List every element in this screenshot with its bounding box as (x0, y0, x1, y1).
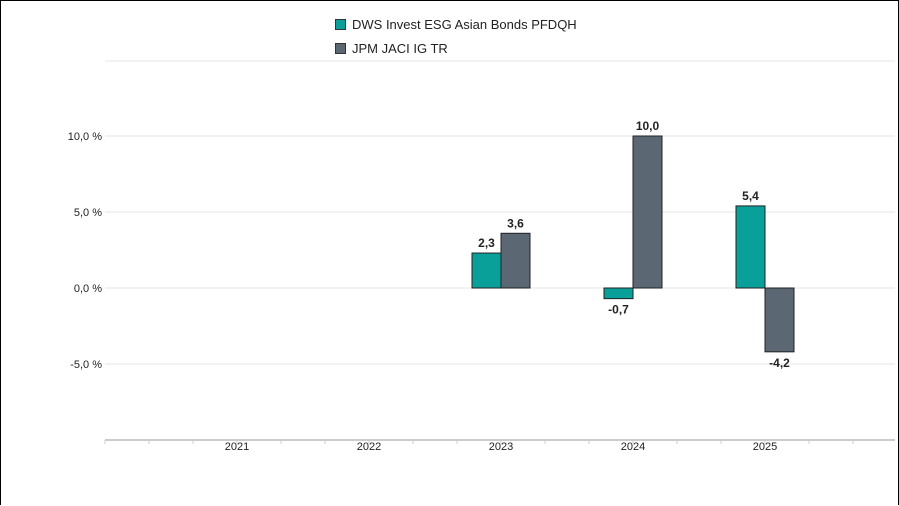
bar-dws-2025 (735, 205, 766, 289)
y-tick-label: 5,0 % (74, 207, 102, 219)
data-label: -0,7 (608, 303, 629, 317)
legend-swatch-series-2 (335, 42, 346, 54)
bar-jpm-2023 (500, 232, 531, 289)
legend-label-series-2: JPM JACI IG TR (352, 40, 448, 56)
data-label: 10,0 (636, 119, 660, 133)
legend-label-series-1: DWS Invest ESG Asian Bonds PFDQH (352, 16, 577, 32)
x-tick-label: 2022 (357, 441, 381, 453)
x-tick-label: 2023 (489, 441, 513, 453)
x-tick-label: 2025 (753, 441, 777, 453)
bar-dws-2023 (471, 252, 502, 289)
x-tick-label: 2021 (225, 441, 249, 453)
data-label: 2,3 (478, 236, 495, 250)
y-tick-label: -5,0 % (70, 359, 102, 371)
data-label: -4,2 (769, 356, 790, 370)
bar-dws-2024 (603, 287, 634, 300)
bar-jpm-2025 (764, 287, 795, 353)
bar-jpm-2024 (632, 135, 663, 289)
legend-swatch-series-1 (335, 18, 346, 30)
y-tick-label: 0,0 % (74, 283, 102, 295)
legend-item-series-2: JPM JACI IG TR (335, 36, 577, 60)
data-label: 5,4 (742, 189, 759, 203)
y-tick-label: 10,0 % (68, 131, 102, 143)
legend: DWS Invest ESG Asian Bonds PFDQH JPM JAC… (335, 12, 577, 60)
data-label: 3,6 (507, 216, 524, 230)
legend-item-series-1: DWS Invest ESG Asian Bonds PFDQH (335, 12, 577, 36)
x-tick-label: 2024 (621, 441, 645, 453)
